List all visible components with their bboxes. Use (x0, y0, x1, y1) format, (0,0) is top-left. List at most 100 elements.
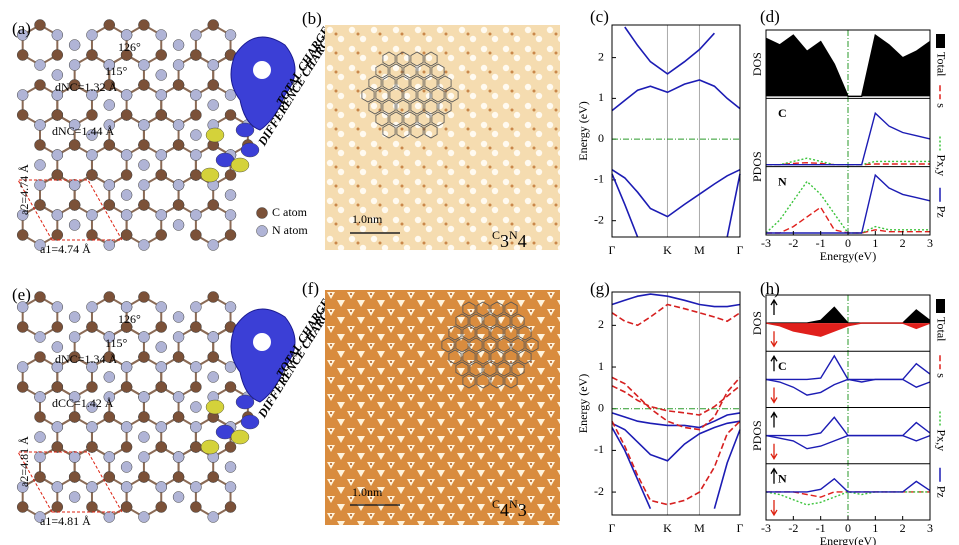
atom (51, 169, 64, 181)
band (611, 420, 741, 506)
overlay-ring (469, 337, 483, 353)
overlay-ring (490, 349, 504, 365)
atom (138, 391, 150, 403)
atom (224, 441, 237, 453)
atom (103, 119, 116, 131)
panel-label: (f) (302, 279, 319, 298)
atom (138, 159, 150, 171)
atom (103, 139, 116, 151)
atom (224, 29, 237, 41)
atom (103, 471, 116, 483)
x-tick-label: M (694, 243, 705, 257)
atom (103, 451, 116, 463)
x-tick-label: -2 (788, 521, 798, 535)
atom (103, 371, 116, 383)
overlay-ring (469, 313, 483, 329)
panel-label: (b) (302, 9, 322, 28)
spin-up (770, 298, 778, 315)
atom (190, 321, 202, 333)
atom (155, 361, 167, 373)
annotation: dNC=1.34 Å (55, 352, 117, 366)
atom (34, 451, 46, 463)
atom (103, 59, 116, 71)
atom (120, 481, 133, 493)
overlay-ring (431, 111, 445, 127)
x-tick-label: Γ (609, 521, 616, 535)
stm-image (325, 290, 560, 525)
atom (34, 59, 46, 71)
overlay-ring (438, 99, 452, 115)
atom (68, 391, 81, 403)
axes-frame (611, 291, 741, 516)
legend-swatch (936, 299, 945, 313)
atom (68, 59, 81, 71)
atom (224, 89, 237, 101)
atom (155, 481, 167, 493)
atom (16, 209, 29, 221)
panel-e: 126° 115° dNC=1.34 Å dCC=1.42 Å a2=4.81 Å a1=… (16, 291, 336, 528)
panel-label: (g) (590, 279, 610, 298)
y-tick-label: 2 (598, 49, 604, 63)
overlay-ring (410, 99, 424, 115)
panel-label: (a) (12, 19, 31, 38)
atom (120, 381, 133, 393)
x-tick-label: 0 (845, 521, 851, 535)
atom (103, 199, 116, 211)
atom (207, 99, 219, 111)
atom (138, 411, 150, 423)
annotation: 115° (105, 64, 128, 78)
atom (155, 501, 167, 513)
atom (190, 209, 202, 221)
band (611, 293, 741, 308)
overlay-ring (361, 87, 375, 103)
y-tick-label: -1 (594, 172, 604, 186)
band (611, 376, 741, 431)
overlay-ring (448, 325, 462, 341)
overlay-ring (396, 123, 410, 139)
charge-hole (253, 61, 271, 79)
atom (86, 481, 98, 493)
charge-diff (235, 122, 255, 138)
atom (86, 381, 98, 393)
spin-down (770, 500, 778, 517)
atom (207, 351, 219, 363)
atom (190, 421, 202, 433)
scale-label: 1.0nm (352, 212, 383, 226)
overlay-ring (462, 301, 476, 317)
atom (16, 301, 29, 313)
atom (138, 351, 150, 363)
atom (34, 139, 46, 151)
atom (51, 421, 64, 433)
legend-label: C atom (272, 205, 308, 219)
atom (120, 149, 133, 161)
atom (34, 159, 46, 171)
legend-label: Pz (934, 206, 948, 218)
atom (51, 229, 64, 241)
atom (86, 89, 98, 101)
annotation: dNC=1.32 Å (55, 80, 117, 94)
legend-atom (256, 225, 268, 237)
overlay-ring (497, 361, 511, 377)
atom (120, 209, 133, 221)
atom (51, 49, 64, 61)
annotation: a2=4.81 Å (17, 436, 31, 487)
atom (34, 19, 46, 31)
overlay-ring (389, 87, 403, 103)
atom (103, 79, 116, 91)
stm-image (325, 25, 560, 250)
subpanel-label: N (778, 472, 787, 486)
atom (155, 89, 167, 101)
spin-up (770, 467, 778, 484)
atom (68, 491, 81, 503)
overlay-ring (497, 337, 511, 353)
overlay-ring (525, 337, 539, 353)
overlay-ring (368, 75, 382, 91)
atom (103, 411, 116, 423)
atom (51, 321, 64, 333)
overlay-ring (403, 63, 417, 79)
atom (34, 239, 46, 251)
atom (155, 29, 167, 41)
legend-label: s (934, 103, 948, 108)
atom (172, 219, 185, 231)
